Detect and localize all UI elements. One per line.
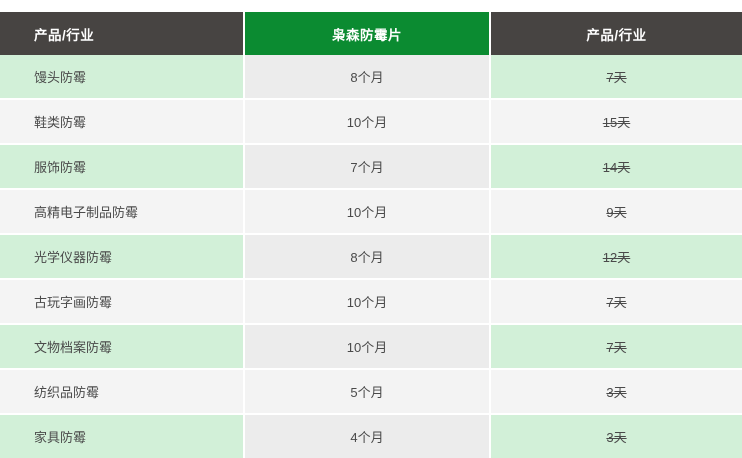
strikethrough-value: 7天 (606, 70, 627, 85)
cell-product-name: 鞋类防霉 (0, 99, 245, 145)
table-body: 馒头防霉 8个月 7天 鞋类防霉 10个月 15天 服饰防霉 7个月 14天 高… (0, 55, 742, 458)
table-header: 产品/行业 枭森防霉片 产品/行业 (0, 12, 742, 55)
page-root: 产品/行业 枭森防霉片 产品/行业 馒头防霉 8个月 7天 鞋类防霉 10个月 … (0, 12, 742, 458)
cell-compare-duration: 15天 (490, 99, 742, 145)
cell-product-name: 古玩字画防霉 (0, 279, 245, 325)
table-row: 服饰防霉 7个月 14天 (0, 144, 742, 190)
cell-brand-duration: 5个月 (244, 369, 491, 415)
cell-brand-duration: 10个月 (244, 189, 491, 235)
column-header-brand-product: 枭森防霉片 (243, 12, 491, 55)
strikethrough-value: 12天 (602, 250, 631, 265)
strikethrough-value: 7天 (606, 295, 627, 310)
strikethrough-value: 15天 (602, 115, 631, 130)
strikethrough-value: 9天 (606, 205, 627, 220)
cell-brand-duration: 7个月 (244, 144, 491, 190)
cell-brand-duration: 8个月 (244, 234, 491, 280)
table-row: 鞋类防霉 10个月 15天 (0, 99, 742, 145)
cell-compare-duration: 7天 (490, 55, 742, 100)
table-header-row: 产品/行业 枭森防霉片 产品/行业 (0, 12, 742, 55)
cell-compare-duration: 7天 (490, 279, 742, 325)
table-row: 馒头防霉 8个月 7天 (0, 55, 742, 100)
table-row: 家具防霉 4个月 3天 (0, 414, 742, 458)
table-row: 古玩字画防霉 10个月 7天 (0, 279, 742, 325)
cell-product-name: 馒头防霉 (0, 55, 245, 100)
cell-brand-duration: 10个月 (244, 99, 491, 145)
cell-compare-duration: 9天 (490, 189, 742, 235)
table-row: 文物档案防霉 10个月 7天 (0, 324, 742, 370)
cell-product-name: 服饰防霉 (0, 144, 245, 190)
cell-product-name: 纺织品防霉 (0, 369, 245, 415)
strikethrough-value: 3天 (606, 430, 627, 445)
strikethrough-value: 14天 (602, 160, 631, 175)
product-comparison-table: 产品/行业 枭森防霉片 产品/行业 馒头防霉 8个月 7天 鞋类防霉 10个月 … (0, 12, 742, 458)
cell-brand-duration: 10个月 (244, 279, 491, 325)
cell-compare-duration: 14天 (490, 144, 742, 190)
strikethrough-value: 7天 (606, 340, 627, 355)
cell-compare-duration: 7天 (490, 324, 742, 370)
cell-product-name: 光学仪器防霉 (0, 234, 245, 280)
column-header-product-right: 产品/行业 (490, 12, 742, 55)
table-row: 光学仪器防霉 8个月 12天 (0, 234, 742, 280)
cell-compare-duration: 3天 (490, 414, 742, 458)
table-row: 高精电子制品防霉 10个月 9天 (0, 189, 742, 235)
cell-compare-duration: 12天 (490, 234, 742, 280)
cell-brand-duration: 4个月 (244, 414, 491, 458)
table-row: 纺织品防霉 5个月 3天 (0, 369, 742, 415)
cell-product-name: 家具防霉 (0, 414, 245, 458)
cell-compare-duration: 3天 (490, 369, 742, 415)
column-header-product-left: 产品/行业 (0, 12, 244, 55)
cell-brand-duration: 10个月 (244, 324, 491, 370)
strikethrough-value: 3天 (606, 385, 627, 400)
cell-brand-duration: 8个月 (244, 55, 491, 100)
cell-product-name: 文物档案防霉 (0, 324, 245, 370)
cell-product-name: 高精电子制品防霉 (0, 189, 245, 235)
